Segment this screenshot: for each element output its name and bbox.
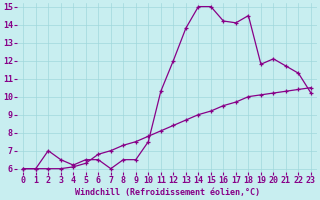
X-axis label: Windchill (Refroidissement éolien,°C): Windchill (Refroidissement éolien,°C) — [75, 188, 260, 197]
